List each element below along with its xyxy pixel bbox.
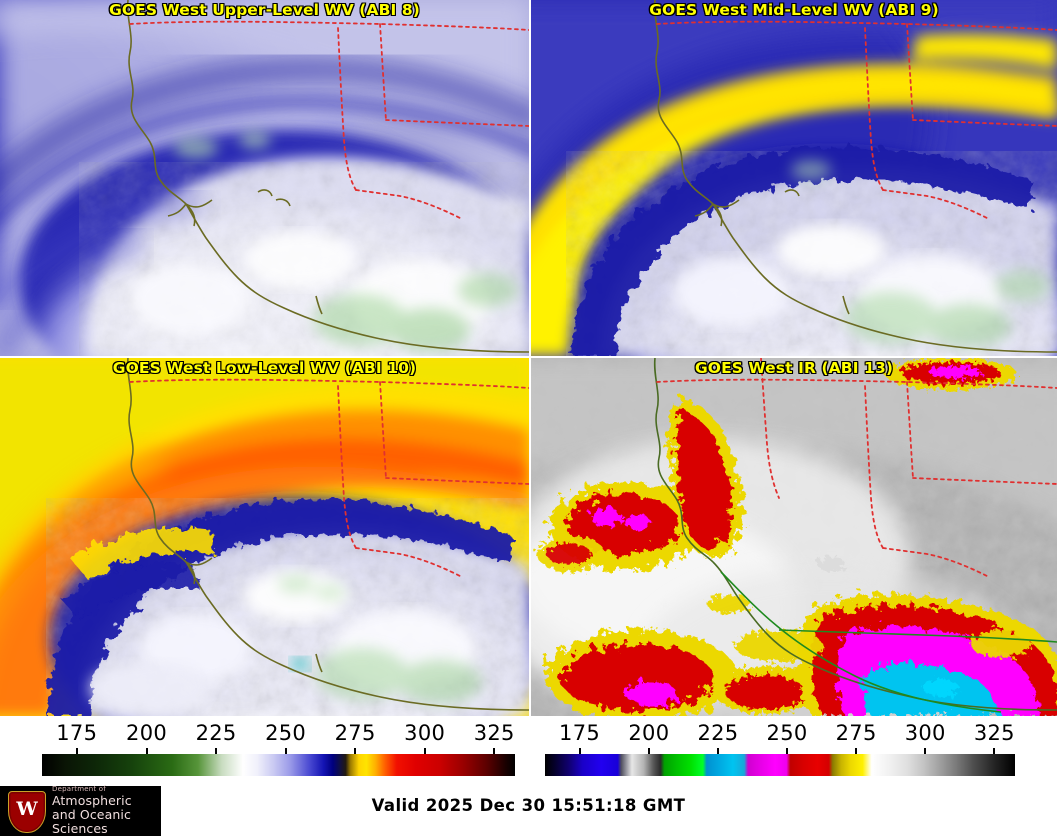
panel-mid-level-wv[interactable]: GOES West Mid-Level WV (ABI 9) <box>531 0 1057 356</box>
footer: Valid 2025 Dec 30 15:51:18 GMT Departmen… <box>0 784 1057 836</box>
colorbar-left-labels: 175 200 225 250 275 300 325 <box>42 716 515 748</box>
colorbar-left-ticks <box>42 748 515 754</box>
cb-right-tick-300: 300 <box>904 721 946 745</box>
panel-upper-level-wv[interactable]: GOES West Upper-Level WV (ABI 8) <box>0 0 529 356</box>
cb-right-tick-175: 175 <box>559 721 601 745</box>
colorbar-right-gradient <box>545 754 1015 776</box>
logo-department-line: Department of <box>52 785 106 794</box>
mid-level-wv-imagery <box>531 0 1057 356</box>
cb-left-tick-200: 200 <box>126 721 168 745</box>
colorbar-right-ticks <box>545 748 1015 754</box>
logo-line-1: Atmospheric <box>52 792 132 808</box>
ir-imagery <box>531 358 1057 716</box>
cb-left-tick-300: 300 <box>404 721 446 745</box>
valid-time-text: Valid 2025 Dec 30 15:51:18 GMT <box>371 796 686 815</box>
cb-right-tick-250: 250 <box>766 721 808 745</box>
cb-right-tick-275: 275 <box>835 721 877 745</box>
colorbar-water-vapor[interactable]: 175 200 225 250 275 300 325 <box>42 716 515 784</box>
cb-left-tick-250: 250 <box>265 721 307 745</box>
cb-left-tick-275: 275 <box>334 721 376 745</box>
panel-low-level-wv[interactable]: GOES West Low-Level WV (ABI 10) <box>0 358 529 716</box>
uw-crest-icon <box>5 789 47 833</box>
colorbar-left-gradient <box>42 754 515 776</box>
panel-ir[interactable]: GOES West IR (ABI 13) <box>531 358 1057 716</box>
upper-level-wv-imagery <box>0 0 529 356</box>
logo-text: Department of Atmospheric and Oceanic Sc… <box>52 785 161 836</box>
shield-icon <box>8 791 46 833</box>
cb-right-tick-225: 225 <box>697 721 739 745</box>
uw-aos-logo[interactable]: Department of Atmospheric and Oceanic Sc… <box>0 785 161 836</box>
cb-right-tick-200: 200 <box>628 721 670 745</box>
cb-right-tick-325: 325 <box>973 721 1015 745</box>
cb-left-tick-325: 325 <box>473 721 515 745</box>
panel-grid: GOES West Upper-Level WV (ABI 8) <box>0 0 1057 716</box>
colorbar-infrared[interactable]: 175 200 225 250 275 300 325 <box>545 716 1015 784</box>
cb-left-tick-175: 175 <box>56 721 98 745</box>
low-level-wv-imagery <box>0 358 529 716</box>
logo-line-2: and Oceanic Sciences <box>52 806 131 836</box>
cb-left-tick-225: 225 <box>195 721 237 745</box>
colorbar-right-labels: 175 200 225 250 275 300 325 <box>545 716 1015 748</box>
colorbar-zone: 175 200 225 250 275 300 325 175 200 225 … <box>0 716 1057 784</box>
